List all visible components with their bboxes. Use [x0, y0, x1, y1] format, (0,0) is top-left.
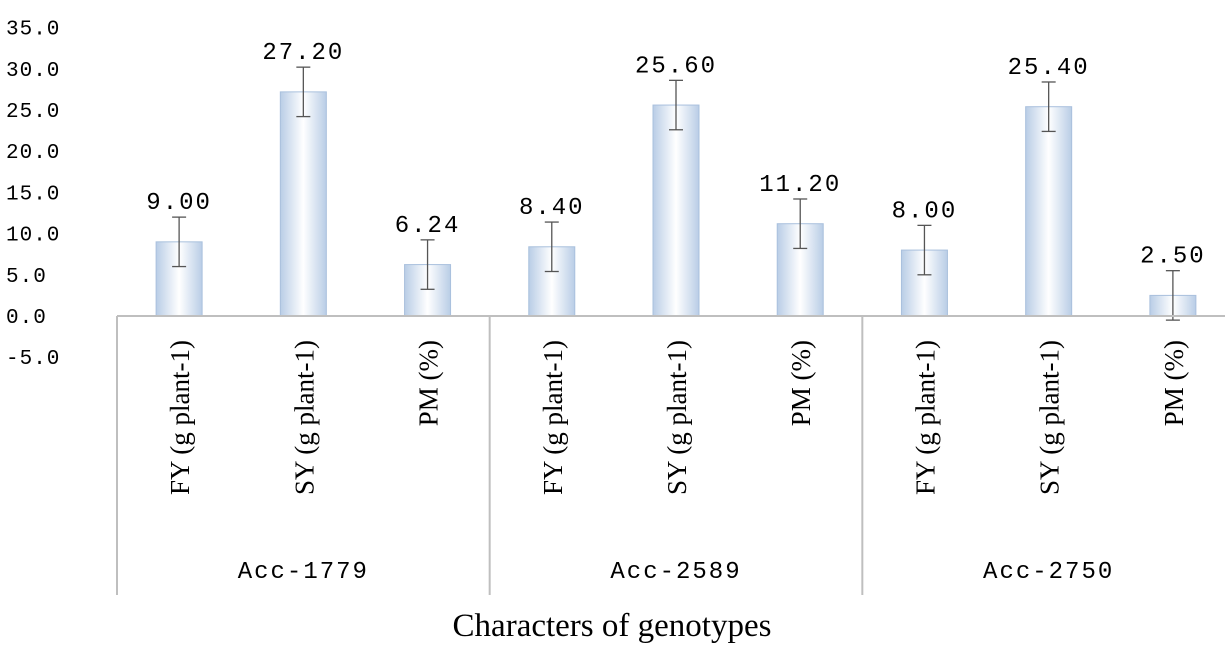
category-label: SY (g plant-1): [662, 340, 692, 495]
y-tick-label: 0.0: [6, 307, 47, 330]
category-label: FY (g plant-1): [165, 340, 195, 495]
category-label: SY (g plant-1): [1035, 340, 1065, 495]
data-label: 25.40: [1008, 55, 1090, 82]
x-axis-title: Characters of genotypes: [453, 608, 772, 644]
data-label: 11.20: [759, 172, 841, 199]
y-tick-label: -5.0: [6, 348, 60, 371]
category-label: PM (%): [1159, 340, 1189, 426]
y-tick-label: 35.0: [6, 19, 60, 42]
y-tick-label: 25.0: [6, 101, 60, 124]
data-label: 9.00: [146, 190, 212, 217]
group-label: Acc-1779: [238, 559, 369, 586]
bar: [1025, 106, 1073, 317]
data-label: 27.20: [262, 40, 344, 67]
category-label: FY (g plant-1): [910, 340, 940, 495]
data-label: 2.50: [1140, 244, 1206, 271]
group-label: Acc-2589: [610, 559, 741, 586]
data-label: 8.40: [519, 195, 585, 222]
data-label: 6.24: [395, 213, 461, 240]
bars: 9.00 27.20 6.24 8.40 25.60 11.20 8.00 25.40 2.50: [146, 40, 1206, 321]
bar: [652, 104, 700, 317]
category-label: SY (g plant-1): [289, 340, 319, 495]
y-tick-label: 5.0: [6, 266, 47, 289]
x-axis: FY (g plant-1) SY (g plant-1) PM (%) Acc-17…: [116, 315, 1225, 595]
y-tick-label: 10.0: [6, 225, 60, 248]
group-label: Acc-2750: [983, 559, 1114, 586]
data-label: 25.60: [635, 53, 717, 80]
bar: [279, 91, 327, 317]
y-tick-label: 30.0: [6, 60, 60, 83]
category-label: FY (g plant-1): [538, 340, 568, 495]
category-label: PM (%): [786, 340, 816, 426]
y-axis: 35.0 30.0 25.0 20.0 15.0 10.0 5.0 0.0 -5.0: [6, 19, 60, 372]
y-tick-label: 20.0: [6, 142, 60, 165]
category-label: PM (%): [414, 340, 444, 426]
data-label: 8.00: [892, 198, 958, 225]
y-tick-label: 15.0: [6, 183, 60, 206]
